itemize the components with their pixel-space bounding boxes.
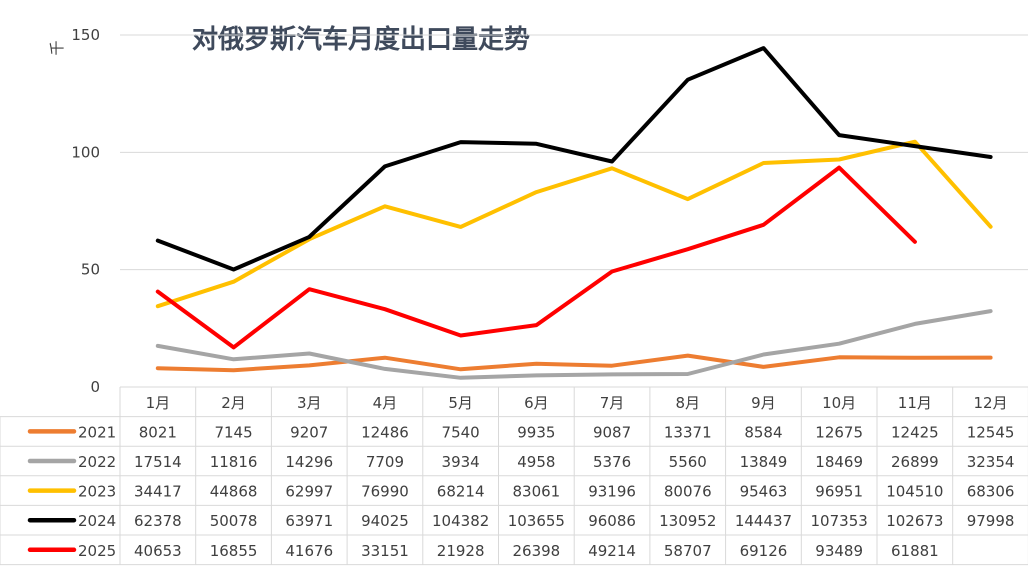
legend-label-2022: 2022 xyxy=(78,453,116,471)
series-line-2024 xyxy=(155,46,993,272)
x-tick-label: 10月 xyxy=(822,394,856,412)
table-cell-2023: 80076 xyxy=(664,483,712,501)
y-tick-label: 100 xyxy=(71,143,100,161)
table-cell-2025: 41676 xyxy=(285,542,333,560)
table-cell-2025: 26398 xyxy=(512,542,560,560)
table-cell-2021: 9935 xyxy=(517,423,555,441)
table-cell-2024: 62378 xyxy=(134,512,182,530)
table-cell-2023: 34417 xyxy=(134,483,182,501)
table-cell-2023: 93196 xyxy=(588,483,636,501)
x-tick-label: 1月 xyxy=(146,394,171,412)
table-cell-2021: 13371 xyxy=(664,423,712,441)
table-cell-2022: 18469 xyxy=(815,453,863,471)
x-tick-label: 5月 xyxy=(448,394,473,412)
table-cell-2024: 102673 xyxy=(886,512,943,530)
x-tick-label: 9月 xyxy=(751,394,776,412)
table-cell-2024: 94025 xyxy=(361,512,409,530)
y-axis-label: 千 xyxy=(48,40,66,55)
table-cell-2024: 97998 xyxy=(967,512,1015,530)
table-cell-2021: 12675 xyxy=(815,423,863,441)
table-cell-2021: 7145 xyxy=(214,423,252,441)
table-cell-2022: 4958 xyxy=(517,453,555,471)
legend-label-2023: 2023 xyxy=(78,483,116,501)
table-cell-2022: 11816 xyxy=(210,453,258,471)
table-cell-2024: 96086 xyxy=(588,512,636,530)
table-cell-2023: 68214 xyxy=(437,483,485,501)
table-cell-2022: 17514 xyxy=(134,453,182,471)
table-cell-2024: 144437 xyxy=(735,512,792,530)
table-cell-2022: 7709 xyxy=(366,453,404,471)
table-cell-2025: 61881 xyxy=(891,542,939,560)
table-cell-2022: 13849 xyxy=(740,453,788,471)
y-tick-label: 0 xyxy=(90,378,100,396)
series-line-2021 xyxy=(155,353,993,373)
table-cell-2025: 16855 xyxy=(210,542,258,560)
x-tick-label: 3月 xyxy=(297,394,322,412)
table-cell-2022: 32354 xyxy=(967,453,1015,471)
series-line-2022 xyxy=(155,309,993,380)
table-cell-2021: 8021 xyxy=(139,423,177,441)
table-cell-2024: 107353 xyxy=(811,512,868,530)
table-cell-2025: 58707 xyxy=(664,542,712,560)
table-cell-2023: 62997 xyxy=(285,483,333,501)
chart-title: 对俄罗斯汽车月度出口量走势 xyxy=(192,24,530,55)
table-cell-2022: 14296 xyxy=(285,453,333,471)
table-cell-2024: 63971 xyxy=(285,512,333,530)
table-cell-2022: 3934 xyxy=(442,453,480,471)
x-tick-label: 12月 xyxy=(974,394,1008,412)
legend-label-2024: 2024 xyxy=(78,512,116,530)
table-cell-2024: 104382 xyxy=(432,512,489,530)
table-cell-2022: 5560 xyxy=(669,453,707,471)
legend-label-2021: 2021 xyxy=(78,423,116,441)
table-cell-2023: 96951 xyxy=(815,483,863,501)
table-cell-2021: 9087 xyxy=(593,423,631,441)
table-cell-2023: 76990 xyxy=(361,483,409,501)
series-line-2023 xyxy=(155,139,993,309)
x-tick-label: 4月 xyxy=(373,394,398,412)
table-cell-2025: 69126 xyxy=(740,542,788,560)
x-tick-label: 6月 xyxy=(524,394,549,412)
table-cell-2023: 104510 xyxy=(886,483,943,501)
x-tick-label: 2月 xyxy=(221,394,246,412)
y-tick-label: 150 xyxy=(71,26,100,44)
x-tick-label: 7月 xyxy=(600,394,625,412)
legend-label-2025: 2025 xyxy=(78,542,116,560)
table-cell-2021: 8584 xyxy=(744,423,782,441)
y-tick-label: 50 xyxy=(81,261,100,279)
x-tick-label: 8月 xyxy=(675,394,700,412)
table-cell-2021: 12545 xyxy=(967,423,1015,441)
table-cell-2024: 130952 xyxy=(659,512,716,530)
table-cell-2022: 26899 xyxy=(891,453,939,471)
table-cell-2023: 95463 xyxy=(740,483,788,501)
table-cell-2024: 50078 xyxy=(210,512,258,530)
table-cell-2025: 40653 xyxy=(134,542,182,560)
table-cell-2021: 7540 xyxy=(442,423,480,441)
table-cell-2023: 83061 xyxy=(512,483,560,501)
table-cell-2023: 68306 xyxy=(967,483,1015,501)
table-cell-2025: 93489 xyxy=(815,542,863,560)
table-cell-2021: 12425 xyxy=(891,423,939,441)
x-tick-label: 11月 xyxy=(898,394,932,412)
table-cell-2025: 33151 xyxy=(361,542,409,560)
table-cell-2022: 5376 xyxy=(593,453,631,471)
table-cell-2025: 49214 xyxy=(588,542,636,560)
table-cell-2021: 9207 xyxy=(290,423,328,441)
series-line-2025 xyxy=(155,165,917,350)
table-cell-2024: 103655 xyxy=(508,512,565,530)
table-cell-2021: 12486 xyxy=(361,423,409,441)
table-cell-2023: 44868 xyxy=(210,483,258,501)
table-cell-2025: 21928 xyxy=(437,542,485,560)
